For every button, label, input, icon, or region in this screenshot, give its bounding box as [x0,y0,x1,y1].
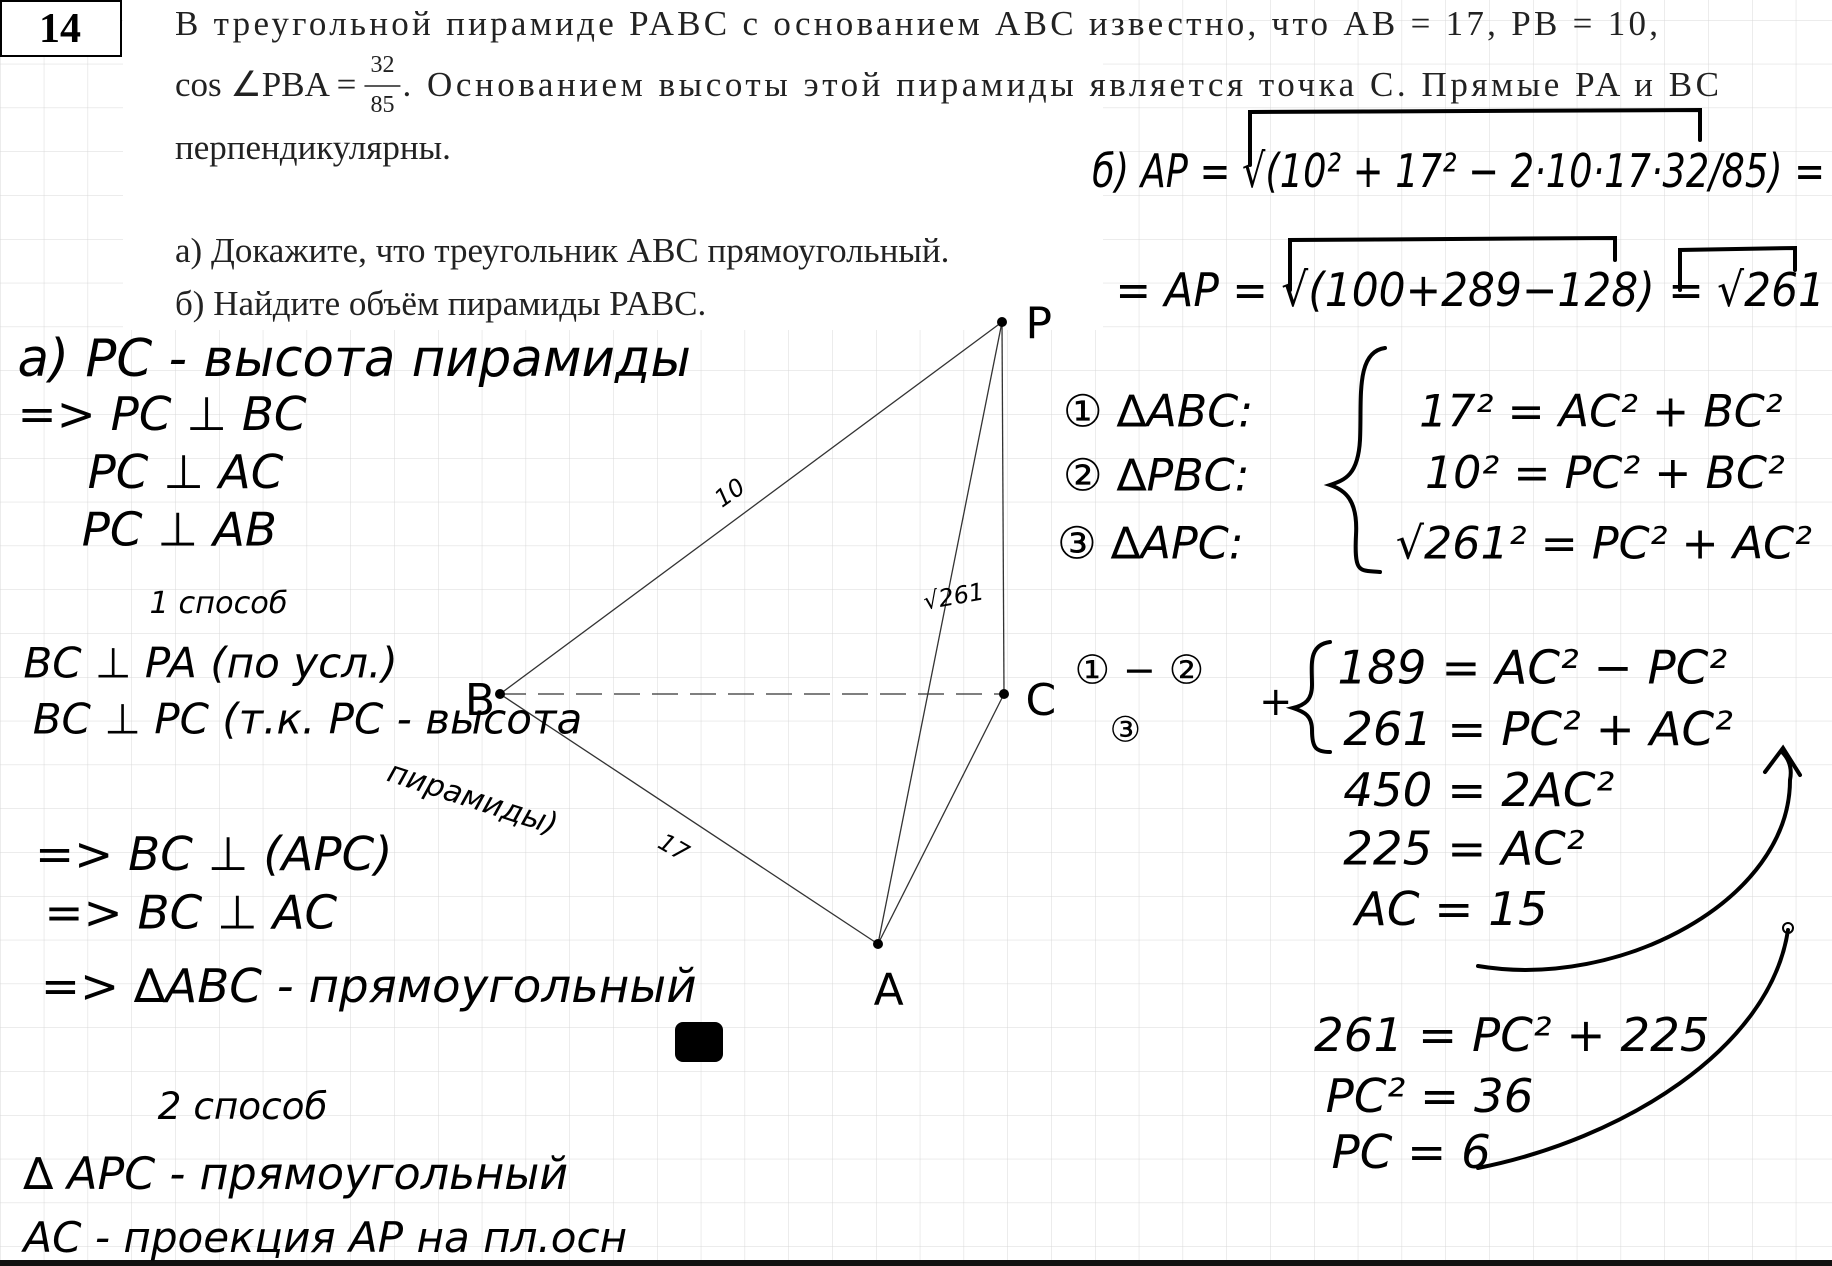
handwritten-note: = AP = √(100+289−128) = √261 [1115,264,1825,318]
handwritten-note: => ∆ABC - прямоугольный [41,960,697,1014]
handwritten-note: ∆ APC - прямоугольный [22,1149,568,1200]
handwritten-note: а) PC - высота пирамиды [18,329,691,389]
handwritten-note: ① ∆ABC: [1063,386,1253,437]
problem-line: В треугольной пирамиде PABC с основанием… [175,4,1658,43]
problem-area [123,0,1103,330]
problem-part: а) Докажите, что треугольник ABC прямоуг… [175,231,949,270]
handwritten-note: ③ [1110,710,1141,751]
problem-line: cos ∠PBA = [175,65,356,104]
handwritten-note: ③ ∆APC: [1057,518,1244,569]
handwritten-note: => BC ⊥ AC [44,887,337,941]
vertex-label: A [874,964,904,1015]
handwritten-note: ① − ② [1075,647,1205,693]
vertices [495,317,1009,949]
handwritten-note: 2 способ [158,1084,328,1128]
scribble [675,1022,723,1062]
strokes [1248,107,1802,1170]
vertex-label: B [465,675,495,726]
handwritten-note: 10² = PC² + BC² [1425,448,1785,499]
handwritten-note: 450 = 2AC² [1343,764,1614,818]
vertex-label: C [1026,675,1057,726]
handwritten-note: AC = 15 [1352,883,1548,937]
problem-line: . Основанием высоты этой пирамиды являет… [402,65,1719,104]
problem-line: перпендикулярны. [175,128,451,167]
handwritten-note: 261 = PC² + 225 [1314,1009,1710,1063]
handwritten-note: BC ⊥ PC (т.к. PC - высота [33,695,583,744]
handwritten-note: PC² = 36 [1326,1070,1534,1124]
handwritten-note: => PC ⊥ BC [18,388,307,442]
handwritten-note: PC ⊥ AC [88,446,284,500]
number-box [0,0,122,57]
handwritten-note: PC ⊥ AB [82,503,277,557]
vertex-label: P [1026,299,1053,350]
fraction-numerator: 32 [370,52,394,78]
handwritten-note: √261² = PC² + AC² [1396,518,1812,569]
bottom-line [0,1260,1832,1266]
handwritten-note: + [1259,679,1292,725]
handwritten-note: => BC ⊥ (APC) [35,828,392,882]
handwritten-note: 1 способ [150,586,288,621]
handwritten-note: PC = 6 [1332,1126,1491,1180]
handwritten-note: 189 = AC² − PC² [1337,641,1727,695]
problem-number: 14 [39,6,81,52]
handwritten-note: 225 = AC² [1343,822,1584,876]
handwritten-note: BC ⊥ PA (по усл.) [23,638,397,687]
handwritten-note: 261 = PC² + AC² [1343,703,1733,757]
handwritten-note: 17² = AC² + BC² [1419,386,1783,437]
handwritten-note: AC - проекция AP на пл.осн [20,1213,627,1262]
fraction-denominator: 85 [370,92,394,118]
handwritten-note: ② ∆PBC: [1063,451,1250,502]
pyramid [499,321,1005,945]
problem-part: б) Найдите объём пирамиды PABC. [175,284,706,323]
handwritten-note: б) AP = √(10² + 17² − 2·10·17·32/85) = [1092,145,1825,199]
